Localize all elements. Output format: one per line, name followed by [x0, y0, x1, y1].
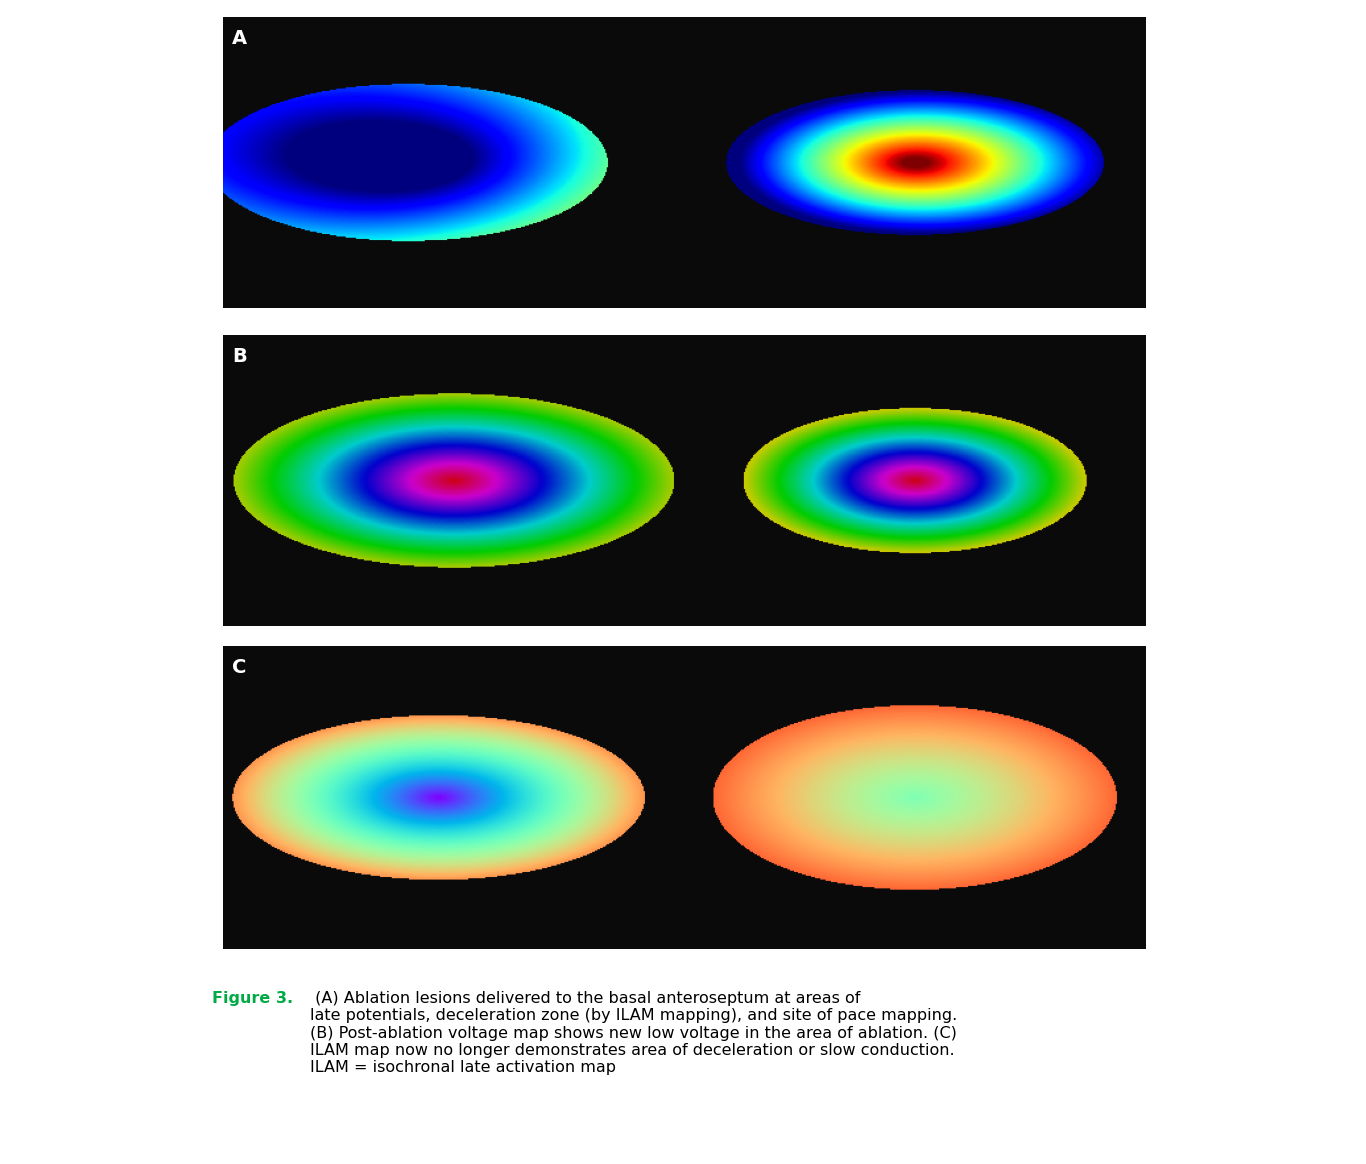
- Text: B: B: [232, 347, 247, 365]
- Text: A: A: [232, 29, 247, 48]
- Text: (A) Ablation lesions delivered to the basal anteroseptum at areas of
late potent: (A) Ablation lesions delivered to the ba…: [310, 991, 958, 1076]
- Text: C: C: [232, 658, 246, 677]
- Text: Figure 3.: Figure 3.: [212, 991, 292, 1006]
